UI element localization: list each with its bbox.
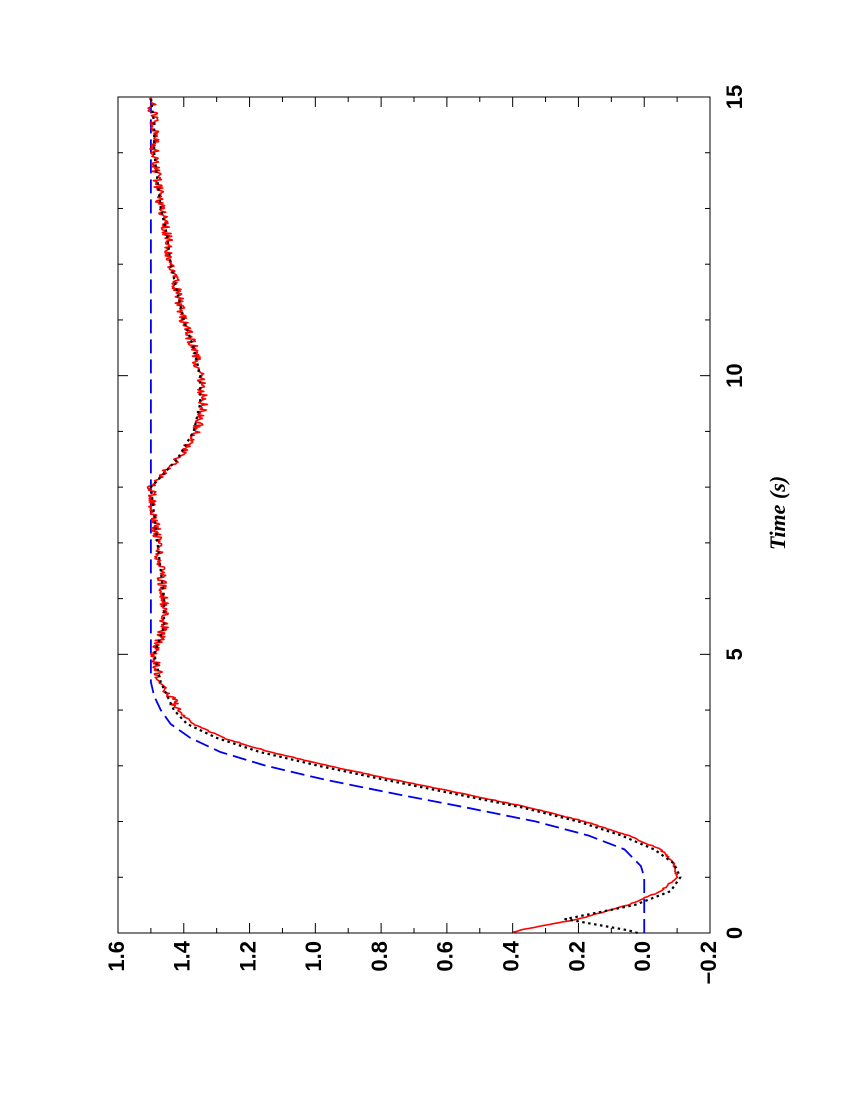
axis-ticks: [117, 96, 711, 934]
series-line-solid-noisy: [146, 96, 679, 934]
y-tick-label: 0.4: [498, 940, 523, 971]
y-tick-label: 1.4: [170, 940, 195, 971]
axis-tick-labels: 0 5 10 15 −0.2 0.0 0.2 0.4 0.6 0.8 1.0 1.2 1.4 1.6: [104, 85, 747, 985]
plot-frame: [117, 96, 711, 934]
x-tick-label: 10: [722, 363, 747, 387]
x-tick-label: 0: [722, 927, 747, 939]
y-tick-label: 1.0: [301, 941, 326, 972]
x-tick-label: 15: [722, 85, 747, 109]
x-axis-title: Time (s): [765, 476, 790, 550]
y-tick-label: 0.2: [564, 941, 589, 972]
series-line-dotted: [149, 96, 682, 935]
series-line-dashed: [149, 97, 646, 933]
y-tick-label: 0.0: [630, 941, 655, 972]
y-tick-label: 1.2: [235, 941, 260, 972]
y-tick-label: 1.6: [104, 941, 129, 972]
series-layer: [146, 96, 682, 935]
y-tick-label: 0.8: [367, 941, 392, 972]
y-tick-label: −0.2: [696, 941, 721, 984]
y-tick-label: 0.6: [433, 941, 458, 972]
x-tick-label: 5: [722, 648, 747, 660]
